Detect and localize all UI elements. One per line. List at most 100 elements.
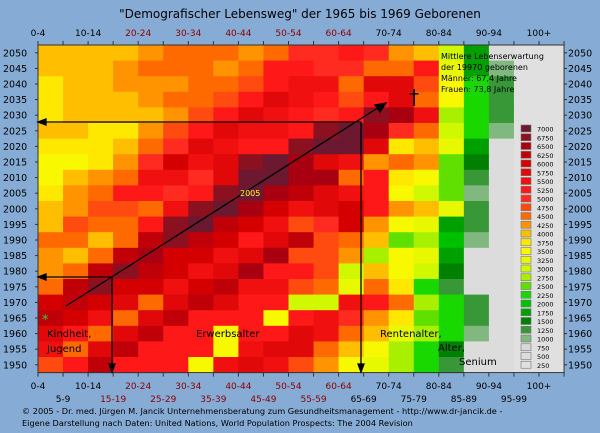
- y-tick-label-right: 2010: [568, 173, 592, 184]
- arrowhead-down-15: [108, 363, 116, 374]
- heatmap-cell: [38, 154, 64, 171]
- heatmap-cell: [539, 325, 565, 342]
- x-tick-label-bottom: 50-54: [275, 382, 301, 392]
- heatmap-cell: [238, 325, 264, 342]
- y-tick-label-left: 1980: [3, 267, 27, 278]
- heatmap-cell: [338, 60, 365, 77]
- heatmap-cell: [238, 169, 264, 186]
- heatmap-cell: [213, 138, 239, 155]
- heatmap-cell: [413, 357, 440, 374]
- heatmap-cell: [463, 123, 490, 140]
- heatmap-cells: [38, 45, 565, 374]
- heatmap-cell: [188, 294, 214, 311]
- heatmap-cell: [138, 154, 164, 171]
- heatmap-cell: [438, 216, 465, 233]
- heatmap-cell: [238, 201, 264, 218]
- legend-label: 6000: [537, 161, 554, 169]
- heatmap-cell: [238, 123, 264, 140]
- legend-label: 5750: [537, 169, 554, 177]
- heatmap-cell: [438, 279, 465, 296]
- heatmap-cell: [363, 263, 390, 280]
- legend-label: 2500: [537, 283, 554, 291]
- arrowhead-down-65: [357, 363, 365, 374]
- heatmap-cell: [513, 107, 540, 124]
- heatmap-cell: [263, 201, 289, 218]
- heatmap-cell: [413, 107, 440, 124]
- heatmap-cell: [113, 138, 139, 155]
- heatmap-cell: [113, 45, 139, 62]
- heatmap-cell: [63, 123, 89, 140]
- heatmap-cell: [163, 76, 189, 93]
- x-tick-label-top: 0-4: [31, 29, 46, 39]
- heatmap-cell: [163, 341, 189, 358]
- heatmap-cell: [539, 123, 565, 140]
- heatmap-cell: [363, 45, 390, 62]
- heatmap-cell: [238, 154, 264, 171]
- heatmap-cell: [438, 60, 465, 77]
- heatmap-cell: [288, 91, 315, 108]
- heatmap-cell: [388, 216, 415, 233]
- heatmap-cell: [213, 107, 239, 124]
- heatmap-cell: [63, 138, 89, 155]
- heatmap-cell: [463, 169, 490, 186]
- heatmap-cell: [263, 357, 289, 374]
- heatmap-cell: [163, 279, 189, 296]
- heatmap-cell: [313, 216, 340, 233]
- legend-swatch: [520, 308, 532, 317]
- heatmap-cell: [163, 154, 189, 171]
- legend-swatch: [520, 229, 532, 238]
- heatmap-cell: [463, 91, 490, 108]
- heatmap-cell: [238, 185, 264, 202]
- heatmap-cell: [63, 341, 89, 358]
- heatmap-cell: [188, 45, 214, 62]
- heatmap-cell: [38, 123, 64, 140]
- x-tick-label-bottom: 45-49: [250, 395, 276, 405]
- heatmap-cell: [88, 294, 114, 311]
- phase-childhood-2: Jugend: [46, 344, 81, 355]
- heatmap-cell: [438, 45, 465, 62]
- heatmap-cell: [38, 279, 64, 296]
- heatmap-cell: [313, 247, 340, 264]
- heatmap-cell: [88, 169, 114, 186]
- legend-label: 1500: [537, 318, 554, 326]
- heatmap-cell: [539, 201, 565, 218]
- heatmap-cell: [488, 279, 515, 296]
- heatmap-cell: [288, 247, 315, 264]
- heatmap-cell: [338, 154, 365, 171]
- heatmap-cell: [163, 91, 189, 108]
- heatmap-cell: [313, 310, 340, 327]
- heatmap-cell: [213, 45, 239, 62]
- heatmap-cell: [113, 185, 139, 202]
- legend-swatch: [520, 247, 532, 255]
- heatmap-cell: [388, 247, 415, 264]
- heatmap-cell: [363, 154, 390, 171]
- heatmap-cell: [438, 263, 465, 280]
- heatmap-cell: [363, 341, 390, 358]
- heatmap-cell: [513, 247, 540, 264]
- legend-label: 500: [537, 353, 549, 361]
- heatmap-cell: [413, 294, 440, 311]
- heatmap-cell: [163, 310, 189, 327]
- lifeline-arrowhead: [373, 102, 388, 114]
- heatmap-cell: [38, 216, 64, 233]
- heatmap-cell: [338, 263, 365, 280]
- heatmap-cell: [313, 91, 340, 108]
- heatmap-cell: [113, 201, 139, 218]
- legend-label: 6250: [537, 152, 554, 160]
- heatmap-cell: [213, 185, 239, 202]
- heatmap-cell: [138, 294, 164, 311]
- y-tick-label-right: 1955: [568, 345, 592, 356]
- heatmap-cell: [163, 123, 189, 140]
- heatmap-cell: [488, 310, 515, 327]
- x-tick-label-bottom: 5-9: [56, 395, 71, 405]
- heatmap-cell: [263, 169, 289, 186]
- heatmap-cell: [388, 169, 415, 186]
- heatmap-cell: [88, 341, 114, 358]
- heatmap-cell: [63, 247, 89, 264]
- heatmap-cell: [188, 201, 214, 218]
- heatmap-cell: [539, 76, 565, 93]
- heatmap-cell: [138, 91, 164, 108]
- heatmap-cell: [263, 294, 289, 311]
- heatmap-cell: [463, 76, 490, 93]
- phase-retirement-1: Rentenalter,: [380, 329, 442, 340]
